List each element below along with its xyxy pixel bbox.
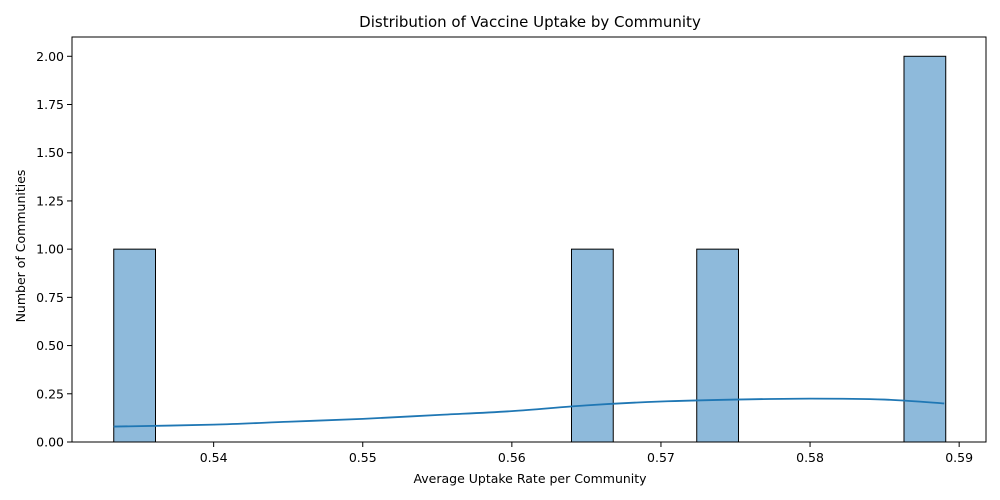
- kde-curve-group: [113, 397, 945, 428]
- histogram-bar: [903, 55, 947, 443]
- y-axis-label: Number of Communities: [13, 170, 28, 323]
- y-tick-label: 0.00: [36, 435, 64, 450]
- y-tick-label: 1.50: [36, 145, 64, 160]
- y-tick-label: 1.75: [36, 97, 64, 112]
- y-tick-label: 0.25: [36, 386, 64, 401]
- histogram-bars: [113, 55, 947, 443]
- x-axis: 0.54 0.55 0.56 0.57 0.58 0.59: [200, 442, 973, 465]
- y-tick-label: 2.00: [36, 49, 64, 64]
- plot-frame: [71, 36, 987, 443]
- x-tick-label: 0.55: [349, 450, 377, 465]
- histogram-bar: [113, 248, 156, 443]
- x-tick-label: 0.59: [945, 450, 973, 465]
- y-axis: 0.00 0.25 0.50 0.75 1.00 1.25 1.50 1.75 2.00: [36, 49, 72, 450]
- y-tick-label: 0.75: [36, 290, 64, 305]
- x-tick-label: 0.56: [498, 450, 526, 465]
- y-tick-label: 1.00: [36, 242, 64, 257]
- x-tick-label: 0.54: [200, 450, 228, 465]
- chart-title: Distribution of Vaccine Uptake by Commun…: [359, 13, 701, 31]
- histogram-bar: [570, 248, 614, 443]
- x-tick-label: 0.58: [796, 450, 824, 465]
- x-tick-label: 0.57: [647, 450, 675, 465]
- y-tick-label: 1.25: [36, 193, 64, 208]
- kde-curve: [113, 397, 945, 428]
- x-axis-label: Average Uptake Rate per Community: [413, 471, 647, 486]
- histogram-bar: [696, 248, 739, 443]
- y-tick-label: 0.50: [36, 338, 64, 353]
